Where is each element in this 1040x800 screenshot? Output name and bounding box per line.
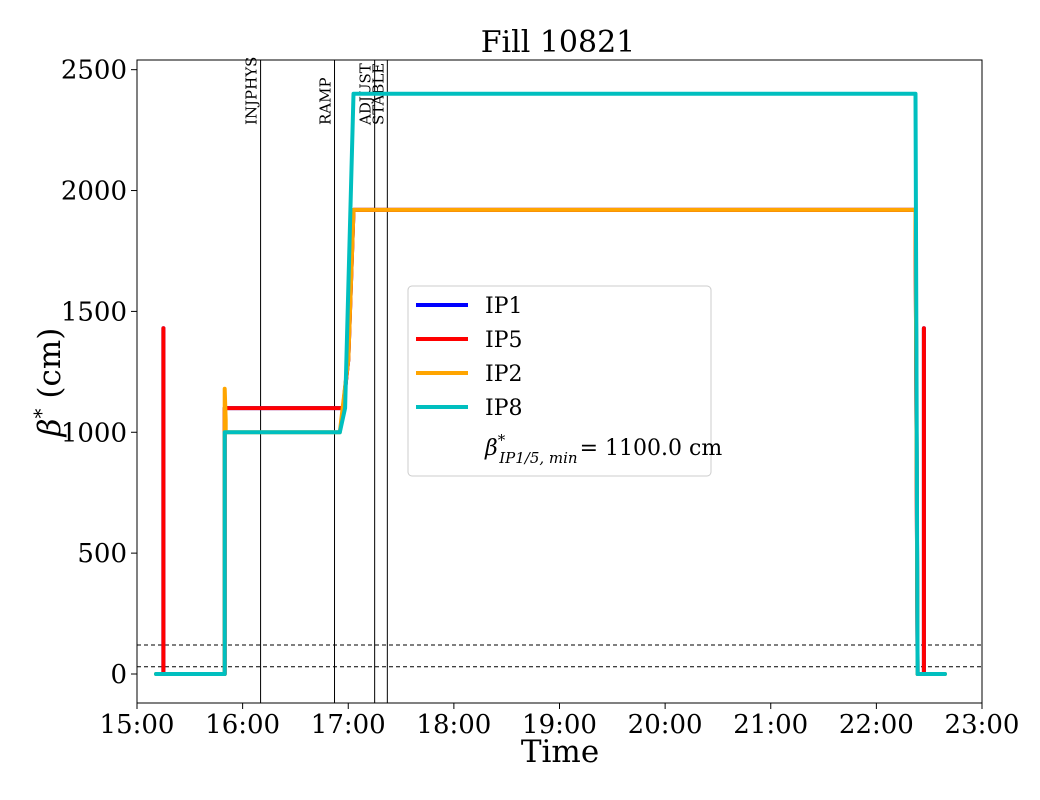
legend-label-ip5: IP5 xyxy=(485,328,523,353)
phase-label: INJPHYS xyxy=(243,57,261,125)
svg-text:β* (cm): β* (cm) xyxy=(29,328,68,438)
legend-note-symbol: β xyxy=(484,436,498,461)
y-tick-label: 1500 xyxy=(61,297,127,327)
x-tick-label: 16:00 xyxy=(205,710,280,740)
legend-label-ip8: IP8 xyxy=(485,396,523,421)
y-axis-ticks: 0 500 1000 1500 2000 2500 xyxy=(61,56,137,690)
legend-note-sub: IP1/5, min xyxy=(498,449,577,467)
legend-label-ip2: IP2 xyxy=(485,362,523,387)
legend: IP1 IP5 IP2 IP8 β* IP1/5, min= 1100.0 cm xyxy=(407,285,722,477)
chart-title: Fill 10821 xyxy=(481,25,636,60)
x-tick-label: 20:00 xyxy=(628,710,703,740)
reference-lines xyxy=(137,644,982,668)
y-axis-label-sup: * xyxy=(29,408,53,418)
x-tick-label: 18:00 xyxy=(416,710,491,740)
x-tick-label: 21:00 xyxy=(733,710,808,740)
y-axis-label-unit: (cm) xyxy=(32,328,68,399)
y-tick-label: 500 xyxy=(77,539,127,569)
x-tick-label: 15:00 xyxy=(100,710,175,740)
y-axis-label-symbol: β xyxy=(32,418,68,437)
y-tick-label: 2500 xyxy=(61,56,127,86)
x-tick-label: 19:00 xyxy=(522,710,597,740)
legend-note: β* IP1/5, min= 1100.0 cm xyxy=(484,431,722,467)
legend-note-sup: * xyxy=(498,431,506,449)
plot-frame xyxy=(136,59,983,704)
legend-box xyxy=(407,285,712,477)
legend-note-value: = 1100.0 cm xyxy=(580,436,723,461)
series-line-ip8 xyxy=(154,91,947,676)
x-tick-label: 17:00 xyxy=(311,710,386,740)
legend-entries: IP1 IP5 IP2 IP8 xyxy=(416,294,523,421)
x-tick-label: 22:00 xyxy=(839,710,914,740)
y-tick-label: 0 xyxy=(110,660,127,690)
x-axis-ticks: 15:00 16:00 17:00 18:00 19:00 20:00 21:00 22:00… xyxy=(100,703,1020,740)
series-lines xyxy=(154,91,947,676)
y-axis-label: β* (cm) xyxy=(29,328,68,438)
y-tick-label: 2000 xyxy=(61,177,127,207)
legend-label-ip1: IP1 xyxy=(485,294,523,319)
phase-label: RAMP xyxy=(317,77,335,125)
y-tick-label: 1000 xyxy=(61,418,127,448)
x-axis-label: Time xyxy=(521,734,599,770)
x-tick-label: 23:00 xyxy=(945,710,1020,740)
